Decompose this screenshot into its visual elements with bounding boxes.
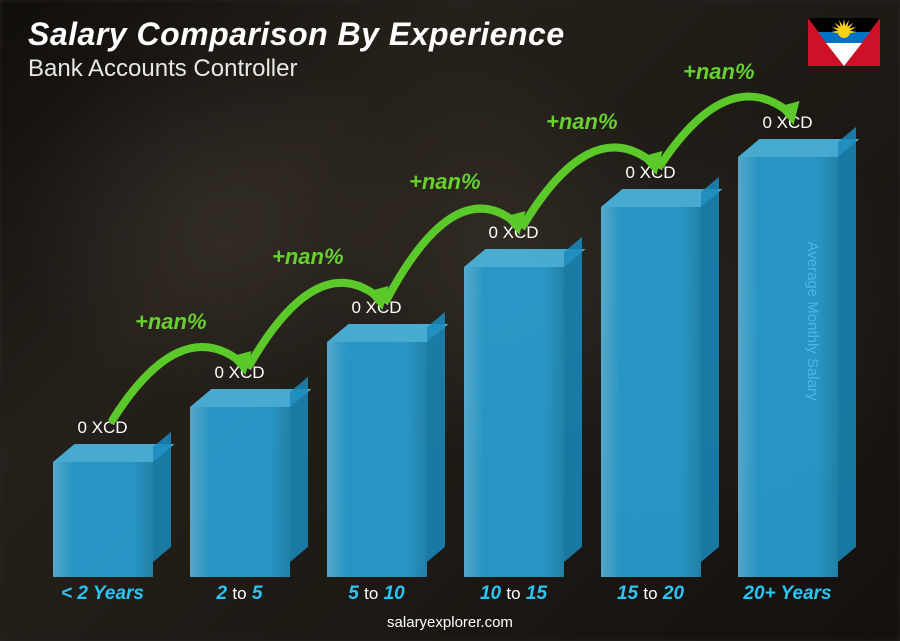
x-axis-label: 20+ Years (719, 583, 856, 605)
chart-subtitle: Bank Accounts Controller (28, 55, 565, 83)
bar-front-face (601, 207, 701, 577)
chart-container: Salary Comparison By Experience Bank Acc… (0, 0, 900, 641)
footer-credit: salaryexplorer.com (0, 614, 900, 631)
bar-front-face (464, 267, 564, 577)
bar-front-face (738, 157, 838, 577)
bar (53, 462, 153, 577)
x-axis-label: 2 to 5 (171, 583, 308, 605)
bar-value-label: 0 XCD (180, 363, 300, 383)
bar (738, 157, 838, 577)
x-axis-label: 5 to 10 (308, 583, 445, 605)
bar-side-face (701, 177, 719, 562)
bar-side-face (153, 432, 171, 562)
bar (601, 207, 701, 577)
x-axis-label: < 2 Years (34, 583, 171, 605)
bar-front-face (53, 462, 153, 577)
delta-label: +nan% (135, 309, 207, 335)
bar-front-face (327, 342, 427, 577)
bar-value-label: 0 XCD (43, 418, 163, 438)
bar-slot: 0 XCD (34, 462, 171, 577)
bar-value-label: 0 XCD (591, 163, 711, 183)
bar-value-label: 0 XCD (728, 113, 848, 133)
bar-side-face (427, 312, 445, 562)
x-axis: < 2 Years2 to 55 to 1010 to 1515 to 2020… (34, 583, 856, 605)
delta-label: +nan% (409, 169, 481, 195)
bar-slot: 0 XCD (308, 342, 445, 577)
bar-slot: 0 XCD (582, 207, 719, 577)
delta-label: +nan% (683, 59, 755, 85)
delta-label: +nan% (272, 244, 344, 270)
bar-slot: 0 XCD (171, 407, 308, 577)
title-block: Salary Comparison By Experience Bank Acc… (28, 16, 565, 83)
bar-side-face (838, 127, 856, 562)
chart-title: Salary Comparison By Experience (28, 16, 565, 53)
bar-slot: 0 XCD (445, 267, 582, 577)
bar (327, 342, 427, 577)
bar-slot: 0 XCD (719, 157, 856, 577)
bar (464, 267, 564, 577)
delta-label: +nan% (546, 109, 618, 135)
bar-value-label: 0 XCD (454, 223, 574, 243)
country-flag-icon (808, 18, 880, 66)
bar (190, 407, 290, 577)
bar-front-face (190, 407, 290, 577)
bar-value-label: 0 XCD (317, 298, 437, 318)
x-axis-label: 15 to 20 (582, 583, 719, 605)
bar-side-face (564, 237, 582, 562)
x-axis-label: 10 to 15 (445, 583, 582, 605)
bar-side-face (290, 377, 308, 562)
